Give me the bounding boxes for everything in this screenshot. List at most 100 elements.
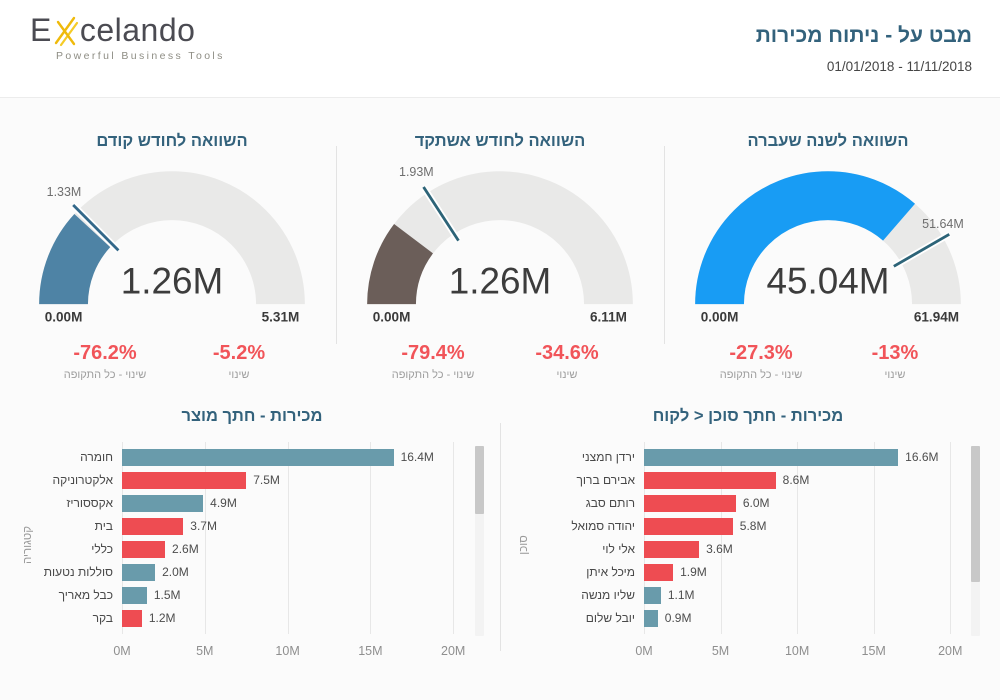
stat-change-period-value: -76.2% bbox=[73, 341, 137, 364]
bar[interactable] bbox=[644, 563, 674, 581]
stat-change-label: שינוי bbox=[228, 368, 250, 381]
bar-category-label: אלי לוי bbox=[602, 541, 635, 556]
gauge-fill-arc bbox=[39, 171, 305, 305]
gauge-max-label: 5.31M bbox=[262, 310, 300, 325]
bar-row[interactable]: 1.1M bbox=[644, 584, 963, 607]
page-title: מבט על - ניתוח מכירות bbox=[755, 24, 972, 47]
bar[interactable] bbox=[122, 586, 147, 604]
bars: 16.6M 8.6M 6.0M 5.8M 3.6M 1.9M 1.1M 0.9M bbox=[644, 446, 963, 630]
bar-category-label: אלקטרוניקה bbox=[52, 472, 113, 487]
bar[interactable] bbox=[122, 563, 156, 581]
bar[interactable] bbox=[122, 471, 247, 489]
bar-row[interactable]: 8.6M bbox=[644, 469, 963, 492]
gauge-min-label: 0.00M bbox=[373, 310, 411, 325]
plot-area: 16.6M 8.6M 6.0M 5.8M 3.6M 1.9M 1.1M 0.9M 0M 5M 10… bbox=[635, 441, 963, 666]
bar-category-label: כבל מאריך bbox=[58, 587, 113, 602]
chart-scrollbar[interactable] bbox=[971, 445, 980, 636]
bar-category-label: כללי bbox=[91, 541, 113, 556]
bar-value-label: 8.6M bbox=[782, 473, 810, 488]
bar-value-label: 1.9M bbox=[680, 565, 707, 580]
logo-x-icon bbox=[54, 16, 78, 47]
bar-value-label: 6.0M bbox=[742, 496, 770, 511]
gauge-vs-last-year[interactable]: השוואה לשנה שעברה 51.64M 45.04M 0.00M 61… bbox=[664, 132, 992, 381]
bar-row[interactable]: 2.6M bbox=[122, 538, 467, 561]
x-axis-tick: 10M bbox=[784, 643, 810, 658]
bar[interactable] bbox=[122, 540, 166, 558]
bar-value-label: 0.9M bbox=[664, 611, 692, 626]
bar-row[interactable]: 2.0M bbox=[122, 561, 467, 584]
bar[interactable] bbox=[644, 494, 736, 512]
gauge-fill-arc bbox=[367, 171, 633, 305]
stat-change-period-label: שינוי - כל התקופה bbox=[63, 368, 147, 381]
bar[interactable] bbox=[644, 609, 658, 627]
stat-change-label: שינוי bbox=[556, 368, 578, 381]
bar-row[interactable]: 16.6M bbox=[644, 446, 963, 469]
stat-change: -13% שינוי bbox=[828, 342, 962, 381]
gauge-chart[interactable]: 51.64M 45.04M 0.00M 61.94M bbox=[687, 161, 969, 325]
bar-category-label: שליו מנשה bbox=[581, 587, 635, 602]
gauge-title: השוואה לחודש קודם bbox=[96, 132, 248, 150]
bar[interactable] bbox=[644, 448, 899, 466]
stat-change-value: -13% bbox=[871, 341, 919, 364]
bar-value-label: 3.6M bbox=[706, 542, 733, 557]
logo-tagline: Powerful Business Tools bbox=[56, 50, 225, 62]
chart-scrollbar-thumb[interactable] bbox=[971, 445, 980, 583]
gauge-min-label: 0.00M bbox=[701, 310, 739, 325]
barchart-sales-by-product[interactable]: מכירות - חתך מוצר קטגוריה חומרה אלקטרוניק… bbox=[4, 407, 500, 666]
gauge-value: 1.26M bbox=[449, 260, 551, 301]
gauge-target-marker bbox=[72, 204, 120, 252]
bar[interactable] bbox=[644, 586, 661, 604]
gauge-chart[interactable]: 1.93M 1.26M 0.00M 6.11M bbox=[359, 161, 641, 325]
bar-category-label: יהודה סמואל bbox=[571, 518, 635, 533]
x-axis-tick: 0M bbox=[635, 643, 653, 658]
gridline bbox=[644, 441, 645, 634]
bar-row[interactable]: 1.2M bbox=[122, 607, 467, 630]
bar[interactable] bbox=[122, 494, 204, 512]
bar-value-label: 2.6M bbox=[172, 542, 199, 557]
bar[interactable] bbox=[122, 517, 184, 535]
bar-row[interactable]: 0.9M bbox=[644, 607, 963, 630]
gridlines bbox=[122, 441, 467, 634]
gauge-vs-same-month-last-year[interactable]: השוואה לחודש אשתקד 1.93M 1.26M 0.00M 6.1… bbox=[336, 132, 664, 381]
chart-scrollbar[interactable] bbox=[475, 445, 484, 636]
plot-area: 16.4M 7.5M 4.9M 3.7M 2.6M 2.0M 1.5M 1.2M 0M 5M 10… bbox=[113, 441, 467, 666]
gauge-target-marker bbox=[422, 186, 460, 242]
bar[interactable] bbox=[122, 609, 142, 627]
logo-text-end: celando bbox=[79, 12, 196, 48]
stat-change-period-label: שינוי - כל התקופה bbox=[719, 368, 803, 381]
gauge-fill-arc bbox=[695, 171, 961, 305]
bar-row[interactable]: 5.8M bbox=[644, 515, 963, 538]
bar[interactable] bbox=[644, 540, 700, 558]
bar[interactable] bbox=[644, 471, 776, 489]
x-axis-tick: 5M bbox=[711, 643, 730, 658]
bar-row[interactable]: 7.5M bbox=[122, 469, 467, 492]
gauge-max-label: 6.11M bbox=[590, 310, 627, 325]
bar-row[interactable]: 16.4M bbox=[122, 446, 467, 469]
bar-row[interactable]: 1.5M bbox=[122, 584, 467, 607]
date-range[interactable]: 01/01/2018 - 11/11/2018 bbox=[826, 59, 972, 74]
stat-change-period: -76.2% שינוי - כל התקופה bbox=[38, 342, 172, 381]
gauge-vs-prev-month[interactable]: השוואה לחודש קודם 1.33M 1.26M 0.00M 5.31… bbox=[8, 132, 336, 381]
bar-value-label: 1.1M bbox=[667, 588, 695, 603]
bar-value-label: 4.9M bbox=[210, 496, 237, 511]
gridline bbox=[797, 441, 799, 634]
bar-row[interactable]: 6.0M bbox=[644, 492, 963, 515]
bar-category-label: סוללות נטעות bbox=[43, 564, 113, 579]
stat-change-value: -34.6% bbox=[535, 341, 599, 364]
bar-category-label: מיכל איתן bbox=[586, 564, 635, 579]
bar-row[interactable]: 4.9M bbox=[122, 492, 467, 515]
gridlines bbox=[644, 441, 963, 634]
bar[interactable] bbox=[644, 517, 733, 535]
gauge-chart[interactable]: 1.33M 1.26M 0.00M 5.31M bbox=[31, 161, 313, 325]
bar-row[interactable]: 1.9M bbox=[644, 561, 963, 584]
barchart-sales-by-agent[interactable]: מכירות - חתך סוכן ‎>‎ לקוח סוכן ירדן חמצ… bbox=[500, 407, 996, 666]
bar-value-label: 1.2M bbox=[148, 611, 176, 626]
header: E celando Powerful Business Tools מבט על… bbox=[0, 0, 1000, 97]
bar-row[interactable]: 3.7M bbox=[122, 515, 467, 538]
gauge-stats: -76.2% שינוי - כל התקופה -5.2% שינוי bbox=[38, 342, 306, 381]
chart-scrollbar-thumb[interactable] bbox=[475, 445, 484, 515]
stat-change-period-label: שינוי - כל התקופה bbox=[391, 368, 475, 381]
x-axis-tick: 10M bbox=[275, 643, 300, 658]
bar-row[interactable]: 3.6M bbox=[644, 538, 963, 561]
bar[interactable] bbox=[122, 448, 394, 466]
